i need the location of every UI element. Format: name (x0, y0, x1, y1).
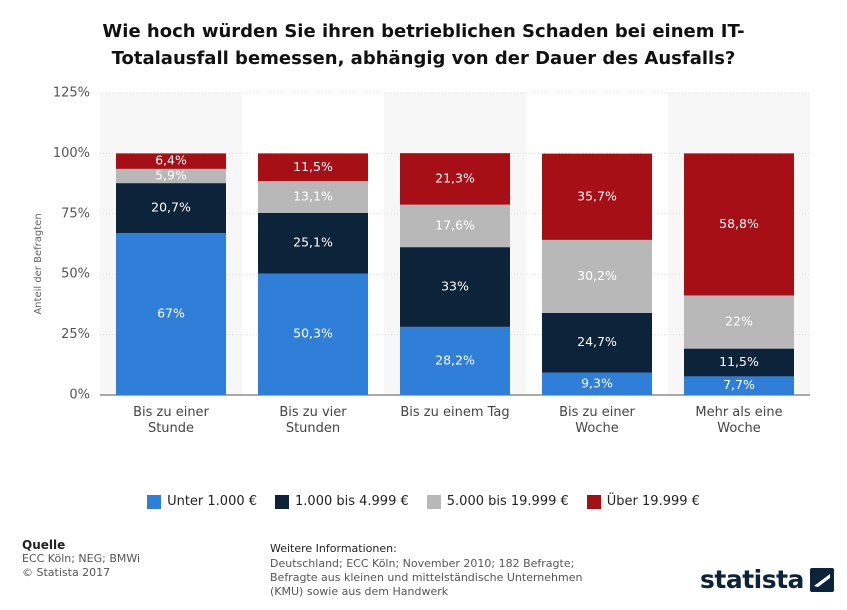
value-label: 7,7% (723, 377, 755, 392)
legend-label: Unter 1.000 € (167, 494, 258, 509)
source-block: Quelle ECC Köln; NEG; BMWi © Statista 20… (22, 538, 242, 580)
legend-swatch (426, 494, 441, 509)
bar-segment (400, 153, 510, 205)
legend-label: Über 19.999 € (606, 494, 700, 509)
x-tick-label: Bis zu einem Tag (400, 405, 510, 420)
value-label: 25,1% (293, 235, 333, 250)
info-heading: Weitere Informationen: (270, 542, 397, 555)
x-tick-label: Bis zu einer Stunde (133, 405, 209, 436)
y-tick-label: 50% (61, 267, 90, 282)
x-tick-label: Bis zu vier Stunden (279, 405, 347, 436)
legend: Unter 1.000 € 1.000 bis 4.999 € 5.000 bis … (0, 494, 847, 509)
value-label: 20,7% (151, 200, 191, 215)
bar-segment (542, 153, 652, 240)
bar-segment (400, 204, 510, 248)
bar-segment (542, 372, 652, 395)
value-label: 21,3% (435, 170, 475, 185)
value-label: 50,3% (293, 326, 333, 341)
logo: statista (700, 565, 834, 594)
value-label: 58,8% (719, 216, 759, 231)
bar-segment (684, 376, 794, 395)
legend-swatch (147, 494, 162, 509)
bar-segment (258, 273, 368, 395)
value-label: 28,2% (435, 352, 475, 367)
legend-item: Über 19.999 € (586, 494, 700, 509)
bar-segment (542, 312, 652, 373)
bar-segment (116, 233, 226, 395)
value-label: 11,5% (293, 159, 333, 174)
x-tick-label: Bis zu einer Woche (559, 405, 635, 436)
legend-item: 5.000 bis 19.999 € (426, 494, 569, 509)
bar-segment (542, 239, 652, 313)
value-label: 33% (441, 279, 469, 294)
value-label: 24,7% (577, 334, 617, 349)
value-label: 9,3% (581, 375, 613, 390)
bar-segment (116, 153, 226, 169)
x-tick-label: Mehr als eine Woche (695, 405, 783, 436)
bar-segment (684, 348, 794, 377)
bar-segment (116, 168, 226, 184)
y-tick-label: 125% (53, 86, 90, 101)
source: ECC Köln; NEG; BMWi (22, 552, 141, 565)
chart-title: Wie hoch würden Sie ihren betrieblichen … (102, 21, 745, 69)
value-label: 67% (157, 306, 185, 321)
logo-icon (809, 567, 834, 592)
source-heading: Quelle (22, 538, 66, 552)
info-block: Weitere Informationen: Deutschland; ECC … (270, 542, 600, 599)
bar-segment (400, 326, 510, 395)
bar-segment (400, 247, 510, 327)
y-axis-label: Anteil der Befragten (33, 213, 44, 314)
value-label: 5,9% (155, 167, 187, 182)
bar-segment (258, 153, 368, 182)
y-tick-label: 100% (53, 146, 90, 161)
value-label: 22% (725, 314, 753, 329)
copyright: © Statista 2017 (22, 566, 111, 579)
bar-segment (684, 295, 794, 349)
info: Deutschland; ECC Köln; November 2010; 18… (270, 557, 583, 598)
legend-label: 1.000 bis 4.999 € (295, 494, 409, 509)
legend-swatch (275, 494, 290, 509)
bar-segment (116, 183, 226, 234)
y-tick-label: 75% (61, 206, 90, 221)
legend-item: 1.000 bis 4.999 € (275, 494, 409, 509)
value-label: 30,2% (577, 268, 617, 283)
value-label: 17,6% (435, 217, 475, 232)
value-label: 35,7% (577, 188, 617, 203)
bar-segment (258, 212, 368, 274)
bar-segment (258, 181, 368, 213)
value-label: 6,4% (155, 153, 187, 168)
value-label: 11,5% (719, 354, 759, 369)
legend-swatch (586, 494, 601, 509)
y-tick-label: 25% (61, 327, 90, 342)
value-label: 13,1% (293, 189, 333, 204)
legend-item: Unter 1.000 € (147, 494, 257, 509)
chart: 0% 25% 50% 75% 100% 125% Anteil der Befragten 6… (33, 86, 810, 403)
legend-label: 5.000 bis 19.999 € (446, 494, 569, 509)
logo-text: statista (700, 565, 804, 594)
bar-segment (684, 153, 794, 296)
y-tick-label: 0% (69, 388, 90, 403)
